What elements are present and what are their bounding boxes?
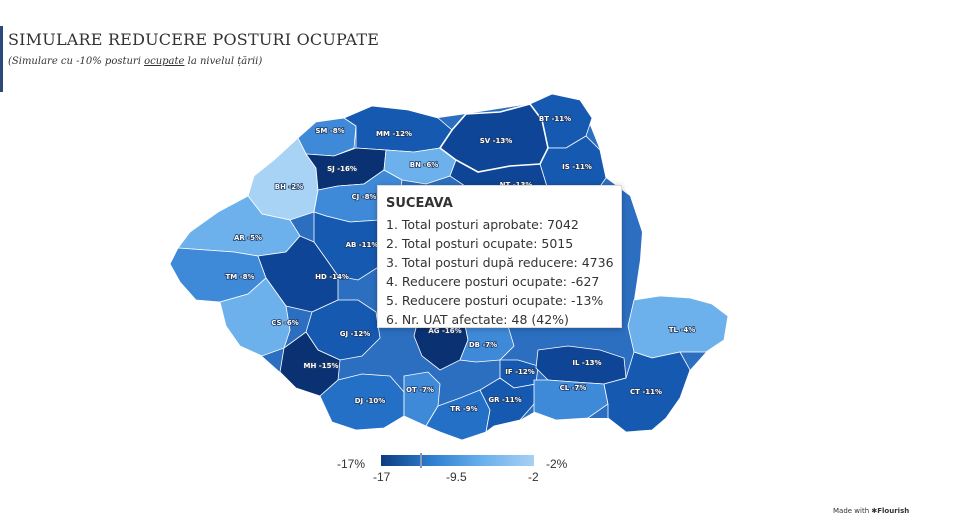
county-label-tr: TR -9% [450,405,477,413]
county-label-bn: BN -6% [410,161,438,169]
flourish-logo: ✱Flourish [871,507,910,515]
tooltip-line-approved: 1. Total posturi aprobate: 7042 [386,217,579,232]
tooltip-line-reduction-count: 4. Reducere posturi ocupate: -627 [386,274,600,289]
tooltip-line-occupied: 2. Total posturi ocupate: 5015 [386,236,574,251]
county-cl[interactable] [533,379,609,421]
county-label-il: IL -13% [572,359,601,367]
county-sm[interactable] [297,117,357,157]
county-label-ar: AR -5% [234,234,262,242]
county-label-cs: CS -6% [271,319,299,327]
tooltip-title: SUCEAVA [386,196,453,211]
chart-subtitle: (Simulare cu -10% posturi ocupate la niv… [8,56,262,67]
legend-tick-min: -17 [373,470,391,484]
county-label-ot: OT -7% [406,386,434,394]
county-label-is: IS -11% [562,163,592,171]
county-label-gr: GR -11% [488,396,521,404]
legend-tick-mid: -9.5 [446,470,467,484]
tooltip-line-uat-affected: 6. Nr. UAT afectate: 48 (42%) [386,312,569,327]
county-label-cj: CJ -8% [352,193,377,201]
legend-color-scale [381,455,534,466]
county-label-dj: DJ -10% [355,397,386,405]
county-label-tm: TM -8% [226,273,255,281]
county-label-cl: CL -7% [560,384,587,392]
selected-county-outline [438,103,549,173]
legend-tick-max: -2 [528,470,539,484]
credit-prefix: Made with [833,507,872,515]
legend-value-marker [420,453,422,468]
county-label-gj: GJ -12% [340,330,370,338]
county-tl[interactable] [627,295,729,359]
county-label-sv: SV -13% [480,137,513,145]
legend-min-percent: -17% [337,457,366,471]
county-label-db: DB -7% [469,341,497,349]
tooltip-line-reduction-percent: 5. Reducere posturi ocupate: -13% [386,293,604,308]
county-cs[interactable] [219,277,291,357]
tooltip-line-after-reduction: 3. Total posturi după reducere: 4736 [386,255,614,270]
county-tooltip: SUCEAVA 1. Total posturi aprobate: 7042 … [377,185,622,328]
flourish-credit[interactable]: Made with ✱Flourish [833,507,909,515]
county-label-ct: CT -11% [630,388,662,396]
county-label-tl: TL -4% [669,326,695,334]
county-label-bh: BH -2% [275,183,303,191]
county-label-bt: BT -11% [539,115,571,123]
county-label-if: IF -12% [505,368,534,376]
subtitle-underlined-word: ocupate [144,56,185,67]
county-label-ag: AG -16% [428,327,461,335]
county-label-sj: SJ -16% [327,165,357,173]
county-label-mm: MM -12% [376,130,412,138]
county-mm[interactable] [343,105,453,153]
header-accent-bar [0,26,3,92]
county-label-sm: SM -8% [315,127,344,135]
county-gr[interactable] [479,377,537,433]
county-label-ab: AB -11% [346,241,379,249]
subtitle-text-start: (Simulare cu -10% posturi [8,56,145,67]
county-label-mh: MH -15% [304,362,339,370]
legend-max-percent: -2% [546,457,568,471]
county-ct[interactable] [603,351,691,433]
subtitle-text-end: la nivelul țării) [184,56,263,67]
county-label-hd: HD -14% [315,273,349,281]
chart-title: SIMULARE REDUCERE POSTURI OCUPATE [8,30,380,49]
